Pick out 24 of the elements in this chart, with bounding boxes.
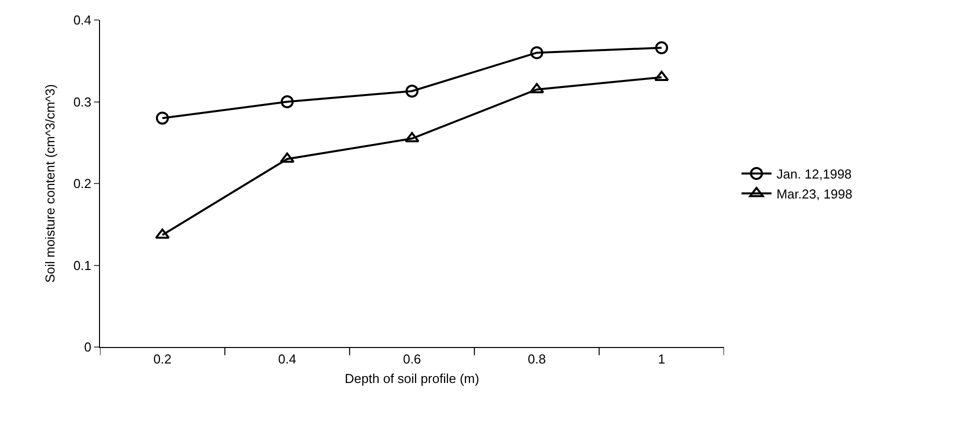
x-tick-label: 0.2: [153, 352, 172, 367]
point: [155, 228, 170, 239]
x-tick-label: 0.4: [278, 352, 296, 367]
legend-label: Mar.23, 1998: [776, 186, 852, 202]
point: [529, 82, 544, 94]
point: [654, 70, 669, 81]
point: [404, 132, 420, 142]
y-tick-label: 0: [84, 340, 92, 355]
point: [280, 152, 295, 163]
y-tick-label: 0.4: [73, 12, 92, 28]
y-tick-label: 0.2: [73, 176, 92, 192]
x-tick-label: 0.6: [402, 352, 422, 367]
x-axis-title: Depth of soil profile (m): [344, 371, 480, 386]
x-tick-label: 1: [658, 352, 666, 367]
point: [655, 41, 668, 54]
point: [280, 95, 294, 108]
y-axis-title: Soil moisture content (cm^3/cm^3): [42, 84, 58, 283]
point: [530, 46, 544, 60]
legend-label: Jan. 12,1998: [776, 166, 852, 182]
point: [156, 112, 169, 125]
y-tick-label: 0.1: [73, 258, 92, 273]
x-tick-label: 0.8: [528, 352, 546, 367]
y-tick-label: 0.3: [73, 94, 92, 110]
point: [406, 84, 418, 98]
